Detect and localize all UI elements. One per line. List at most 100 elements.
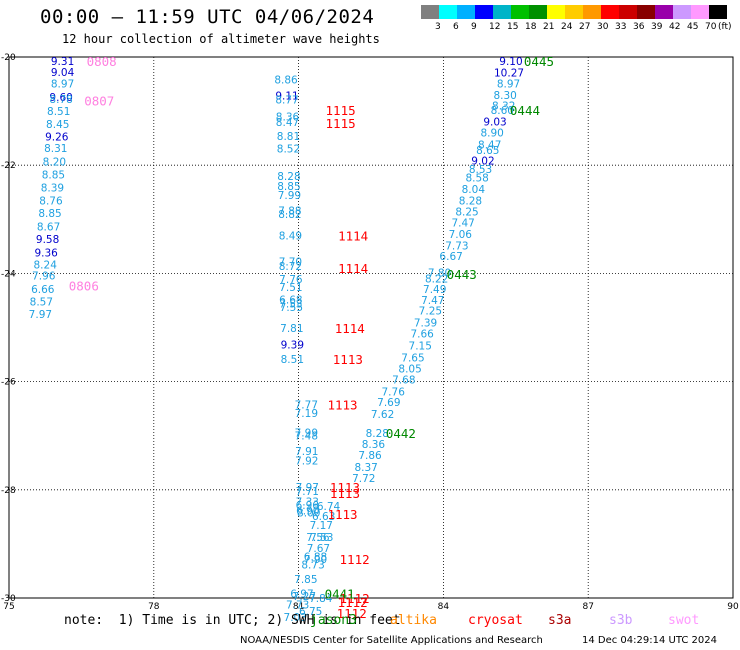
wave-height-value: 7.76 [382,386,406,398]
wave-height-value: 7.19 [295,408,318,420]
wave-height-value: 7.17 [310,520,333,532]
color-swatch [421,5,439,19]
y-tick-label: -30 [1,594,16,604]
color-swatch [475,5,493,19]
color-scale-label: 36 [633,22,645,32]
x-tick-label: 87 [582,602,593,612]
wave-height-labels: 9.319.048.979.608.788.518.459.268.318.20… [29,56,524,624]
wave-height-value: 7.47 [421,295,444,307]
color-scale-label: 9 [471,22,477,32]
wave-height-value: 7.53 [279,299,302,311]
wave-height-value: 7.73 [445,240,468,252]
wave-height-value: 9.60 [49,92,72,104]
color-swatch [511,5,529,19]
wave-height-value: 7.68 [392,374,415,386]
color-scale-label: 45 [687,22,699,32]
wave-height-value: 8.25 [455,207,478,219]
plot-frame [8,56,734,599]
wave-height-value: 8.22 [425,273,448,285]
wave-height-value: 8.53 [469,164,492,176]
wave-height-value: 7.27 [293,591,316,603]
wave-height-value: 8.52 [277,143,300,155]
wave-height-value: 6.90 [296,505,319,517]
wave-height-value: 8.39 [41,182,64,194]
y-tick-label: -22 [1,161,16,171]
color-swatch [547,5,565,19]
pass-time-label: 0441 [325,587,355,602]
wave-height-value: 7.71 [296,486,319,498]
pass-time-annotations: 0808080708061115111511141114111411131113… [69,54,554,621]
color-scale-label: 42 [669,22,681,32]
wave-height-value: 9.31 [51,56,74,68]
color-scale-label: 18 [525,22,537,32]
pass-time-label: 1113 [330,486,360,501]
wave-height-value: 8.31 [44,143,67,155]
wave-height-value: 8.49 [279,231,302,243]
wave-height-value: 9.11 [275,90,298,102]
legend-entry-cryosat: cryosat [468,613,523,628]
wave-height-value: 7.97 [29,309,52,321]
y-tick-label: -24 [1,269,16,279]
color-swatch [601,5,619,19]
color-swatch [637,5,655,19]
x-tick-label: 75 [3,602,14,612]
color-swatch [691,5,709,19]
color-scale-label: 21 [543,22,555,32]
wave-height-value: 6.63 [312,511,335,523]
wave-height-value: 8.85 [38,208,61,220]
wave-height-value: 7.96 [32,271,56,283]
wave-height-value: 7.06 [449,229,473,241]
pass-time-label: 1113 [327,397,357,412]
pass-time-label: 1113 [327,507,357,522]
color-scale-unit: (ft) [718,22,732,32]
pass-time-label: 0807 [84,93,114,108]
wave-height-value: 8.05 [398,364,421,376]
wave-height-value: 8.85 [277,181,300,193]
wave-height-value: 6.75 [299,606,322,618]
wave-height-value: 8.86 [274,75,298,87]
color-scale-label: 15 [507,22,519,32]
wave-height-value: 8.37 [354,462,377,474]
pass-time-label: 1112 [340,591,370,606]
wave-height-value: 8.28 [366,428,389,440]
wave-height-value: 8.20 [43,156,66,168]
color-scale-label: 3 [435,22,441,32]
wave-height-value: 7.99 [278,190,301,202]
wave-height-value: 7.03 [284,612,307,624]
wave-height-value: 8.47 [276,117,299,129]
wave-height-value: 7.91 [295,446,318,458]
color-scale-label: 12 [489,22,501,32]
wave-height-value: 8.45 [46,119,69,131]
wave-height-value: 8.28 [459,195,482,207]
x-tick-label: 84 [438,602,450,612]
wave-height-value: 7.97 [296,482,319,494]
wave-height-value: 8.77 [275,95,298,107]
color-swatch [619,5,637,19]
wave-height-value: 9.10 [499,56,522,68]
wave-height-value: 7.25 [419,306,442,318]
wave-height-value: 9.36 [34,247,58,259]
pass-time-label: 0443 [447,267,477,282]
color-swatch [655,5,673,19]
pass-time-label: 0442 [386,426,416,441]
color-scale-label: 27 [579,22,591,32]
wave-height-value: 9.58 [36,234,59,246]
x-tick-label: 81 [293,602,304,612]
pass-time-label: 0808 [87,54,117,69]
wave-height-value: 9.26 [45,132,69,144]
color-swatch [439,5,457,19]
wave-height-value: 8.76 [39,195,63,207]
pass-time-label: 0444 [510,103,540,118]
color-swatch [493,5,511,19]
axis-tick-labels: 75 78 81 84 87 90 -20 -22 -24 -26 -28 -30 [1,53,739,612]
generation-timestamp: 14 Dec 04:29:14 UTC 2024 [582,635,717,646]
wave-height-value: 8.81 [277,131,300,143]
wave-height-value: 8.04 [462,184,486,196]
y-tick-label: -28 [1,486,16,496]
color-swatch [673,5,691,19]
legend-entry-s3b: s3b [609,613,633,628]
wave-height-value: 6.67 [439,251,462,263]
y-tick-label: -20 [1,53,16,63]
wave-height-value: 8.57 [30,297,53,309]
wave-height-value: 8.36 [276,112,300,124]
